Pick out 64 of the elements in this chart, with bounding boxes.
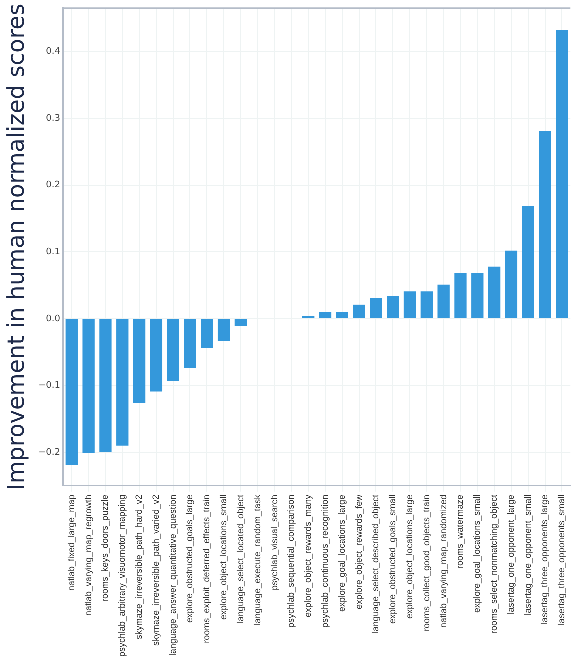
- bar: [336, 312, 348, 318]
- x-tick-label: rooms_collect_good_objects_train: [421, 494, 432, 632]
- x-tick-label: lasertag_three_opponents_large: [540, 494, 550, 625]
- x-tick-label: rooms_exploit_deferred_effects_train: [202, 494, 212, 644]
- bar: [66, 319, 78, 466]
- x-tick-label: explore_object_rewards_few: [354, 494, 364, 610]
- x-tick-label: explore_object_rewards_many: [303, 494, 314, 618]
- bar: [522, 206, 534, 318]
- bar: [319, 312, 332, 318]
- bar: [438, 284, 450, 318]
- x-tick-label: lasertag_three_opponents_small: [556, 494, 567, 626]
- x-tick-label: natlab_varying_map_regrowth: [83, 494, 94, 616]
- bar: [133, 319, 146, 404]
- x-tick-label: psychlab_visual_search: [269, 494, 280, 590]
- y-tick-label: 0.3: [46, 114, 60, 124]
- y-tick-label: 0.4: [46, 47, 61, 58]
- x-tick-label: rooms_watermaze: [455, 494, 466, 569]
- bar: [454, 274, 467, 318]
- bar: [116, 319, 129, 446]
- bar: [353, 304, 366, 318]
- bar: [420, 292, 434, 318]
- x-tick-label: language_select_located_object: [235, 494, 246, 624]
- x-tick-label: psychlab_arbitrary_visuomotor_mapping: [117, 494, 128, 658]
- bar: [100, 319, 112, 453]
- x-tick-label: language_select_described_object: [370, 494, 381, 634]
- bar: [234, 319, 248, 326]
- x-tick-label: rooms_keys_doors_puzzle: [100, 494, 110, 602]
- x-tick-label: explore_object_locations_large: [404, 494, 414, 620]
- x-tick-label: lasertag_one_opponent_small: [522, 494, 533, 616]
- x-tick-label: explore_object_locations_small: [218, 494, 229, 620]
- y-tick-label: 0.2: [46, 180, 60, 191]
- x-tick-label: language_execute_random_task: [252, 494, 262, 626]
- x-tick-label: psychlab_sequential_comparison: [286, 494, 296, 628]
- x-tick-label: lasertag_one_opponent_large: [506, 494, 516, 615]
- bar: [218, 319, 230, 341]
- bar: [82, 319, 95, 454]
- x-tick-label: psychlab_continuous_recognition: [320, 494, 330, 628]
- bar: [472, 274, 484, 318]
- bar: [150, 319, 163, 392]
- x-tick-label: skymaze_irreversible_path_varied_v2: [150, 494, 161, 646]
- x-tick-label: language_answer_quantitative_question: [168, 494, 178, 656]
- x-tick-label: explore_obstructed_goals_small: [388, 494, 398, 624]
- x-tick-label: natlab_varying_map_randomized: [438, 494, 448, 628]
- x-tick-label: natlab_fixed_large_map: [66, 494, 76, 591]
- bar: [404, 292, 416, 318]
- y-tick-label: −0.1: [38, 381, 60, 392]
- x-tick-label: explore_goal_locations_small: [472, 494, 482, 613]
- x-tick-label: skymaze_irreversible_path_hard_v2: [134, 494, 144, 640]
- bar: [505, 250, 518, 318]
- bar: [539, 131, 552, 318]
- bar: [370, 298, 382, 318]
- y-tick-label: 0.0: [46, 314, 61, 324]
- bar: [387, 296, 400, 318]
- bar: [488, 266, 501, 318]
- bar: [201, 319, 214, 348]
- y-tick-label: −0.2: [38, 448, 60, 458]
- x-tick-label: explore_goal_locations_large: [336, 494, 347, 612]
- bar: [167, 319, 180, 382]
- bar: [184, 319, 196, 368]
- bar: [556, 30, 568, 318]
- x-tick-label: rooms_select_nonmatching_object: [489, 494, 500, 634]
- y-axis-title: Improvement in human normalized scores: [4, 4, 30, 491]
- y-tick-label: 0.1: [46, 248, 60, 258]
- x-tick-label: explore_obstructed_goals_large: [184, 494, 195, 624]
